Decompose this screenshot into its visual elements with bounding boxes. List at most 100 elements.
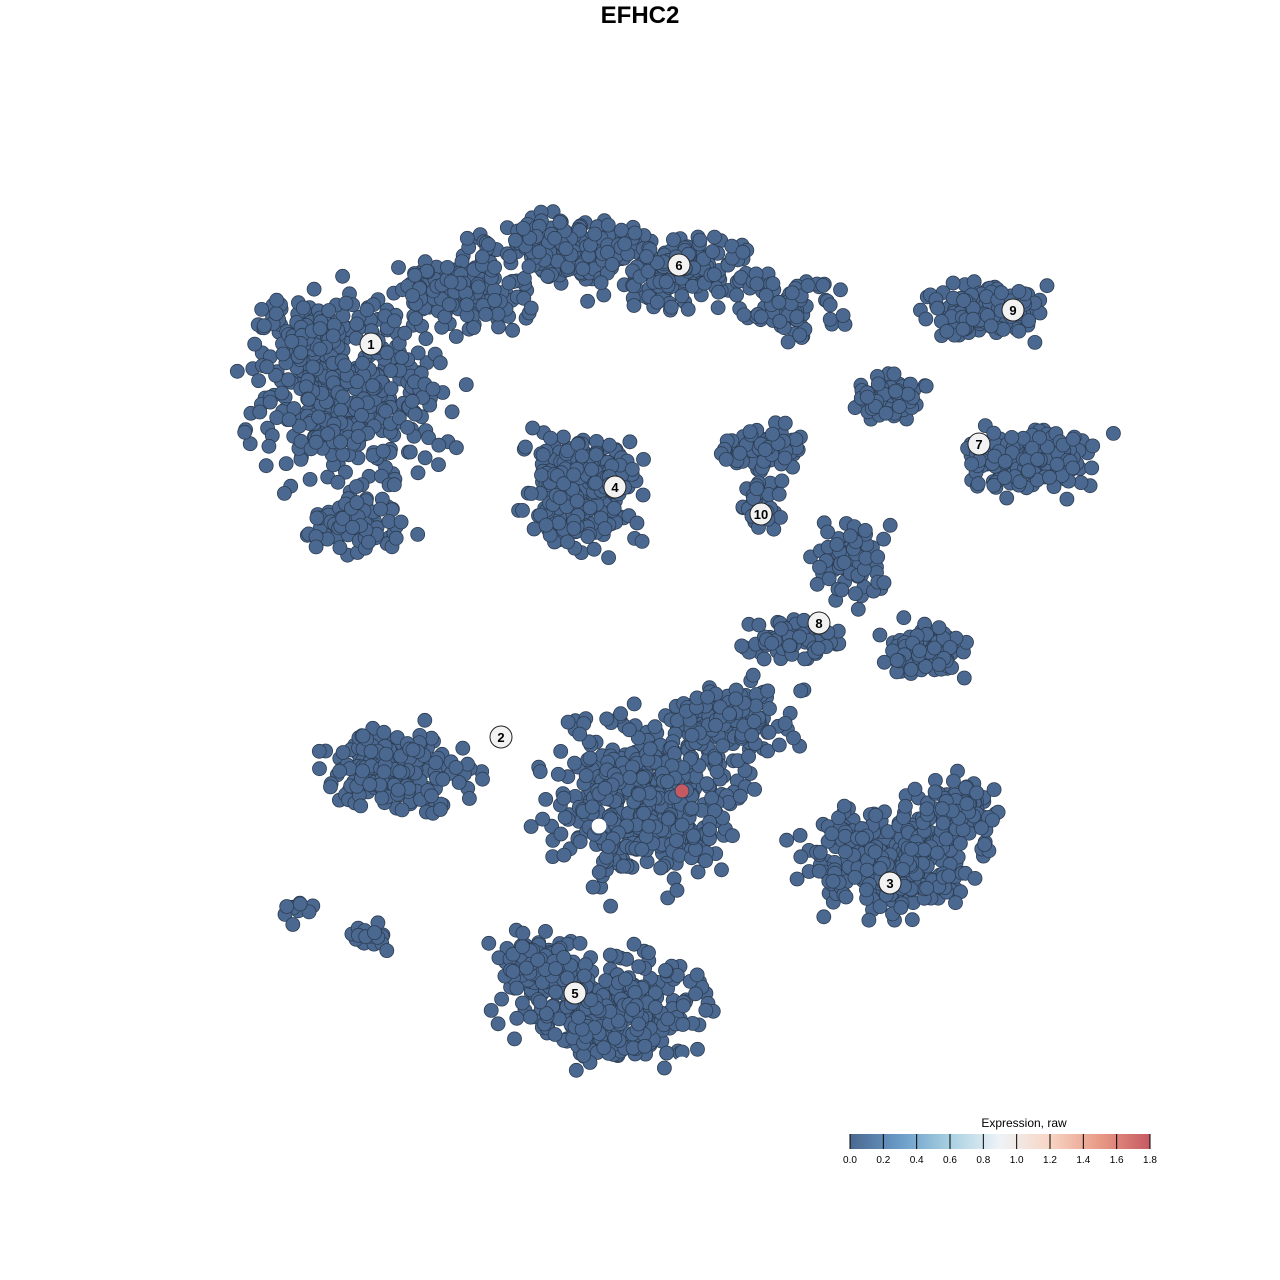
cell-point: [335, 745, 351, 760]
cell-point: [535, 447, 551, 463]
cell-point: [715, 738, 731, 754]
cell-point: [907, 781, 923, 797]
cell-point: [523, 300, 539, 316]
cell-point: [789, 309, 805, 325]
cell-point: [254, 301, 270, 317]
cluster-label-text: 9: [1009, 303, 1016, 318]
chart-title: EFHC2: [600, 2, 680, 29]
cell-point: [311, 409, 327, 425]
cell-point: [956, 292, 971, 308]
cell-point: [760, 683, 776, 699]
cell-point: [822, 297, 838, 313]
cell-point: [531, 244, 547, 260]
cell-point: [786, 730, 801, 746]
cell-point: [534, 467, 549, 483]
cell-point: [417, 450, 433, 466]
cell-point: [822, 311, 838, 327]
cell-point: [765, 276, 781, 292]
cell-point: [939, 323, 955, 339]
cell-point: [953, 836, 968, 851]
cell-point: [441, 297, 457, 312]
cell-point: [702, 822, 717, 837]
cell-point: [552, 490, 568, 506]
cell-point: [538, 517, 554, 533]
cell-point: [986, 782, 1002, 797]
cell-point: [624, 461, 640, 477]
cell-point: [661, 811, 676, 827]
cell-point: [876, 575, 892, 590]
cell-point: [635, 487, 651, 503]
cell-point: [779, 832, 794, 848]
cell-point: [560, 443, 575, 459]
cell-point: [425, 381, 441, 397]
cell-point: [552, 214, 568, 230]
cell-point: [354, 407, 369, 423]
cell-point: [491, 319, 506, 335]
cell-point: [407, 267, 423, 283]
cell-point: [761, 725, 777, 740]
cell-point: [886, 366, 902, 382]
cluster-label-8: 8: [807, 611, 831, 635]
cell-point: [588, 447, 604, 463]
cell-point: [757, 442, 773, 458]
cell-point: [394, 802, 410, 818]
cell-point: [658, 963, 673, 978]
cell-point: [474, 249, 490, 265]
legend-tick-label: 1.8: [1143, 1155, 1157, 1166]
cell-point: [580, 293, 595, 309]
cell-point: [306, 281, 322, 297]
cell-point: [882, 517, 898, 533]
legend-title: Expression, raw: [981, 1116, 1067, 1130]
cell-point: [480, 236, 496, 252]
cell-point: [558, 241, 574, 257]
cell-point: [734, 638, 750, 654]
cell-point: [948, 895, 963, 911]
cell-point: [669, 833, 684, 848]
cell-point: [641, 818, 657, 834]
cell-point: [1106, 425, 1121, 441]
cell-point: [700, 689, 715, 705]
cell-point: [675, 1017, 691, 1032]
cell-point: [553, 826, 569, 842]
cell-point: [572, 936, 588, 951]
cell-point: [530, 952, 546, 968]
cell-point: [833, 282, 848, 298]
cell-point: [600, 217, 616, 233]
cell-point: [443, 274, 459, 290]
cell-point: [649, 294, 665, 310]
cell-point: [379, 943, 395, 958]
cell-point: [955, 321, 971, 337]
cluster-label-1: 1: [359, 332, 383, 356]
cell-point: [876, 531, 891, 547]
cell-point: [753, 309, 769, 325]
cell-point: [744, 728, 760, 743]
cell-point: [970, 476, 986, 492]
cell-point: [404, 393, 420, 409]
cell-point: [256, 318, 272, 334]
cell-point: [836, 798, 852, 814]
cell-point: [622, 770, 638, 785]
legend-tick-label: 0.2: [876, 1155, 890, 1166]
cell-point: [1059, 491, 1075, 507]
cell-point: [312, 321, 328, 337]
cell-point: [732, 445, 748, 461]
cell-point: [764, 635, 780, 651]
cell-point: [397, 325, 413, 341]
cell-point: [613, 706, 628, 722]
cell-point: [1021, 313, 1037, 329]
cell-point: [432, 355, 448, 371]
cell-point: [927, 784, 943, 800]
cell-point: [423, 788, 439, 804]
cell-point: [736, 307, 752, 323]
cell-point: [916, 842, 932, 858]
cell-point: [867, 844, 883, 860]
cluster-label-text: 1: [367, 337, 374, 352]
cell-point: [308, 434, 324, 450]
cell-point: [556, 429, 571, 445]
cell-point: [285, 917, 301, 932]
cell-point: [247, 336, 263, 352]
cell-point: [745, 667, 761, 683]
cell-point: [410, 527, 426, 542]
cell-point: [363, 744, 379, 759]
cell-point: [893, 900, 909, 915]
